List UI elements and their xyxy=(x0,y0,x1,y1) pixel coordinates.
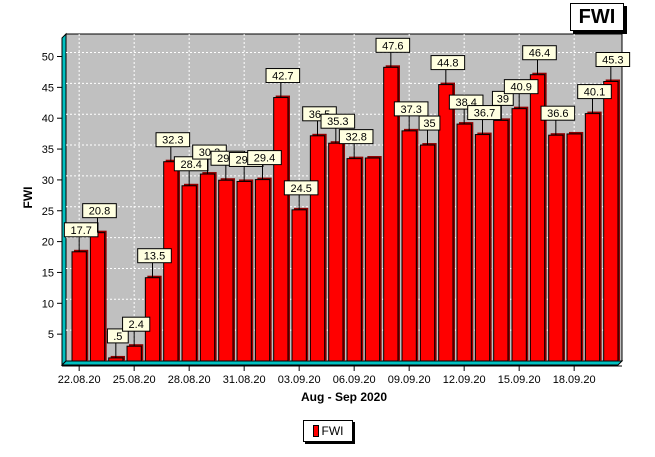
x-tick-label: 03.09.20 xyxy=(278,374,321,386)
bar xyxy=(236,180,252,362)
bar xyxy=(291,209,307,362)
data-label-box xyxy=(338,129,374,145)
bar xyxy=(511,108,527,362)
bar xyxy=(584,113,601,362)
bar xyxy=(438,84,454,362)
bar xyxy=(419,144,436,362)
data-label: 35 xyxy=(423,118,435,130)
left-wall xyxy=(61,32,67,367)
data-label-box xyxy=(418,115,441,131)
data-label: 32.8 xyxy=(345,132,366,144)
data-label: 37.3 xyxy=(400,104,421,116)
bar xyxy=(199,173,216,362)
x-tick-label: 18.09.20 xyxy=(553,374,596,386)
x-tick-label: 28.08.20 xyxy=(168,374,211,386)
x-tick-label: 06.09.20 xyxy=(333,374,376,386)
chart-legend: FWI xyxy=(303,420,353,442)
bar xyxy=(603,81,619,362)
bar xyxy=(566,133,582,362)
data-label: 24.5 xyxy=(290,183,311,195)
data-label: 20.8 xyxy=(89,206,110,218)
legend-label-fwi: FWI xyxy=(321,424,344,438)
bar xyxy=(309,135,326,362)
y-tick-label: 10 xyxy=(42,298,54,310)
data-label: 35.3 xyxy=(327,116,348,128)
data-label: 36.7 xyxy=(474,108,495,120)
y-tick-label: 25 xyxy=(42,206,54,218)
bar xyxy=(89,232,106,362)
data-label: 28.4 xyxy=(180,159,201,171)
data-label-box xyxy=(283,180,319,196)
bar xyxy=(181,185,197,362)
bar xyxy=(108,357,124,362)
bar xyxy=(456,123,472,362)
bar xyxy=(126,345,142,362)
data-label-box xyxy=(265,68,301,84)
data-label-box xyxy=(137,248,172,264)
data-label-box xyxy=(106,328,129,344)
bar xyxy=(71,251,87,362)
data-label: .5 xyxy=(113,331,122,343)
bar xyxy=(364,157,381,362)
x-tick-label: 12.09.20 xyxy=(443,374,486,386)
data-label: 40.9 xyxy=(510,82,531,94)
data-label: 13.5 xyxy=(144,251,165,263)
y-axis-title: FWI xyxy=(21,187,35,209)
data-label-box xyxy=(430,55,466,71)
data-label-box xyxy=(393,101,429,117)
bar xyxy=(493,119,509,362)
bar xyxy=(218,179,234,362)
y-tick-label: 5 xyxy=(48,329,54,341)
chart-title: FWI xyxy=(570,3,624,31)
data-label-box xyxy=(247,150,282,166)
x-tick-label: 31.08.20 xyxy=(223,374,266,386)
data-label: 44.8 xyxy=(437,58,458,70)
bar xyxy=(254,179,271,362)
y-tick-label: 30 xyxy=(42,175,54,187)
y-tick-label: 35 xyxy=(42,144,54,156)
data-label: 2.4 xyxy=(129,319,144,331)
x-axis-title: Aug - Sep 2020 xyxy=(301,390,387,404)
bar xyxy=(346,158,362,362)
y-tick-label: 50 xyxy=(42,52,54,64)
bar xyxy=(273,97,289,362)
bar xyxy=(474,134,491,362)
data-label: 39 xyxy=(497,93,509,105)
data-label-box xyxy=(503,79,539,95)
data-label-box xyxy=(522,45,557,61)
data-label-box xyxy=(491,90,514,106)
y-tick-label: 45 xyxy=(42,82,54,94)
data-label: 29.4 xyxy=(254,153,275,165)
x-tick-label: 22.08.20 xyxy=(58,374,101,386)
data-label-box xyxy=(540,105,576,121)
data-label: 32.3 xyxy=(162,135,183,147)
x-tick-label: 15.09.20 xyxy=(498,374,541,386)
data-label: 40.1 xyxy=(584,87,605,99)
bar xyxy=(401,130,417,362)
bar xyxy=(548,134,564,362)
y-tick-label: 20 xyxy=(42,237,54,249)
data-label: 47.6 xyxy=(382,40,403,52)
data-label-box xyxy=(577,84,612,100)
data-label: 42.7 xyxy=(272,71,293,83)
data-label: 36.6 xyxy=(547,108,568,120)
x-tick-label: 25.08.20 xyxy=(113,374,156,386)
data-label-box xyxy=(320,113,356,129)
data-label-box xyxy=(155,132,191,148)
y-tick-label: 40 xyxy=(42,113,54,125)
data-label-box xyxy=(82,203,117,219)
floor xyxy=(60,360,624,366)
data-label-box xyxy=(375,37,411,53)
bar xyxy=(328,142,344,362)
data-label: 46.4 xyxy=(529,48,550,60)
data-label-box xyxy=(595,52,631,68)
data-label: 17.7 xyxy=(70,225,91,237)
data-label: 45.3 xyxy=(602,55,623,67)
legend-swatch-fwi xyxy=(312,425,319,437)
data-label-box xyxy=(122,316,151,332)
y-tick-label: 15 xyxy=(42,267,54,279)
x-tick-label: 09.09.20 xyxy=(388,374,431,386)
